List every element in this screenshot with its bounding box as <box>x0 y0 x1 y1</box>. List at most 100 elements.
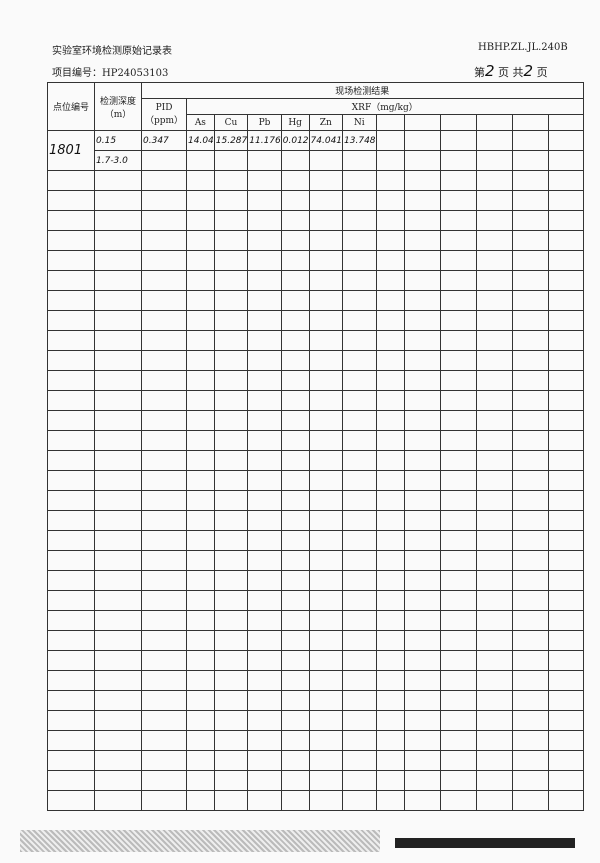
table-cell <box>403 230 441 251</box>
table-cell <box>94 290 142 311</box>
table-cell <box>511 450 549 471</box>
table-cell <box>247 710 282 731</box>
table-cell <box>213 210 249 231</box>
header-results: 现场检测结果 <box>141 82 584 99</box>
table-cell <box>342 410 377 431</box>
table-cell <box>186 390 215 411</box>
table-cell <box>47 210 95 231</box>
table-cell <box>375 290 405 311</box>
table-cell <box>403 590 441 611</box>
table-cell <box>280 510 310 531</box>
table-cell <box>186 570 215 591</box>
table-cell <box>141 230 187 251</box>
table-cell <box>375 570 405 591</box>
table-cell <box>141 730 187 751</box>
table-cell <box>186 310 215 331</box>
table-cell <box>213 790 249 811</box>
table-cell <box>94 230 142 251</box>
table-cell <box>475 490 513 511</box>
table-cell <box>280 170 310 191</box>
table-cell <box>475 270 513 291</box>
table-cell <box>439 630 477 651</box>
header-element: Ni <box>342 114 377 131</box>
table-cell <box>475 730 513 751</box>
table-cell <box>94 770 142 791</box>
table-cell <box>403 770 441 791</box>
table-cell <box>475 190 513 211</box>
page-prefix: 第 <box>474 66 485 79</box>
table-cell <box>511 250 549 271</box>
table-cell <box>308 150 344 171</box>
table-cell <box>247 670 282 691</box>
table-cell <box>94 690 142 711</box>
table-cell <box>342 690 377 711</box>
table-cell <box>403 610 441 631</box>
table-cell <box>439 170 477 191</box>
table-cell <box>247 770 282 791</box>
table-cell <box>511 270 549 291</box>
table-cell <box>47 710 95 731</box>
table-cell <box>547 430 584 451</box>
table-row <box>47 410 584 431</box>
table-cell <box>475 690 513 711</box>
table-cell <box>213 390 249 411</box>
table-cell <box>280 570 310 591</box>
header-element: As <box>186 114 215 131</box>
table-cell: 13.748 <box>342 130 377 151</box>
table-cell <box>342 570 377 591</box>
table-cell <box>403 250 441 271</box>
table-cell <box>247 410 282 431</box>
table-cell <box>186 790 215 811</box>
header-element <box>439 114 477 131</box>
table-cell <box>342 390 377 411</box>
table-cell <box>308 790 344 811</box>
table-cell <box>186 230 215 251</box>
table-cell <box>375 210 405 231</box>
table-cell <box>247 250 282 271</box>
table-cell <box>141 370 187 391</box>
table-cell <box>439 510 477 531</box>
table-row <box>47 490 584 511</box>
table-row <box>47 230 584 251</box>
table-cell <box>186 350 215 371</box>
table-cell: 0.012 <box>280 130 310 151</box>
table-cell <box>403 170 441 191</box>
table-cell <box>186 670 215 691</box>
table-cell <box>342 250 377 271</box>
table-row <box>47 690 584 711</box>
table-cell <box>141 710 187 731</box>
table-cell <box>308 470 344 491</box>
table-cell <box>280 230 310 251</box>
page-current: 2 <box>485 62 495 80</box>
header-pid: PID（ppm） <box>141 98 187 131</box>
table-row <box>47 310 584 331</box>
table-cell <box>280 750 310 771</box>
table-cell <box>213 150 249 171</box>
table-cell <box>47 490 95 511</box>
table-cell <box>47 190 95 211</box>
table-cell <box>247 750 282 771</box>
table-cell <box>475 430 513 451</box>
table-cell <box>280 190 310 211</box>
table-cell <box>94 350 142 371</box>
table-cell <box>475 530 513 551</box>
table-cell <box>511 230 549 251</box>
table-cell <box>439 290 477 311</box>
table-cell <box>213 630 249 651</box>
table-cell <box>547 190 584 211</box>
table-cell <box>213 690 249 711</box>
table-cell <box>375 450 405 471</box>
table-cell <box>375 130 405 151</box>
table-cell <box>342 510 377 531</box>
table-cell <box>94 610 142 631</box>
table-cell <box>308 690 344 711</box>
table-cell <box>439 710 477 731</box>
header-element: Zn <box>308 114 344 131</box>
table-cell <box>375 150 405 171</box>
table-cell <box>213 610 249 631</box>
table-cell <box>375 270 405 291</box>
table-cell <box>511 390 549 411</box>
table-cell <box>186 290 215 311</box>
table-cell <box>141 150 187 171</box>
